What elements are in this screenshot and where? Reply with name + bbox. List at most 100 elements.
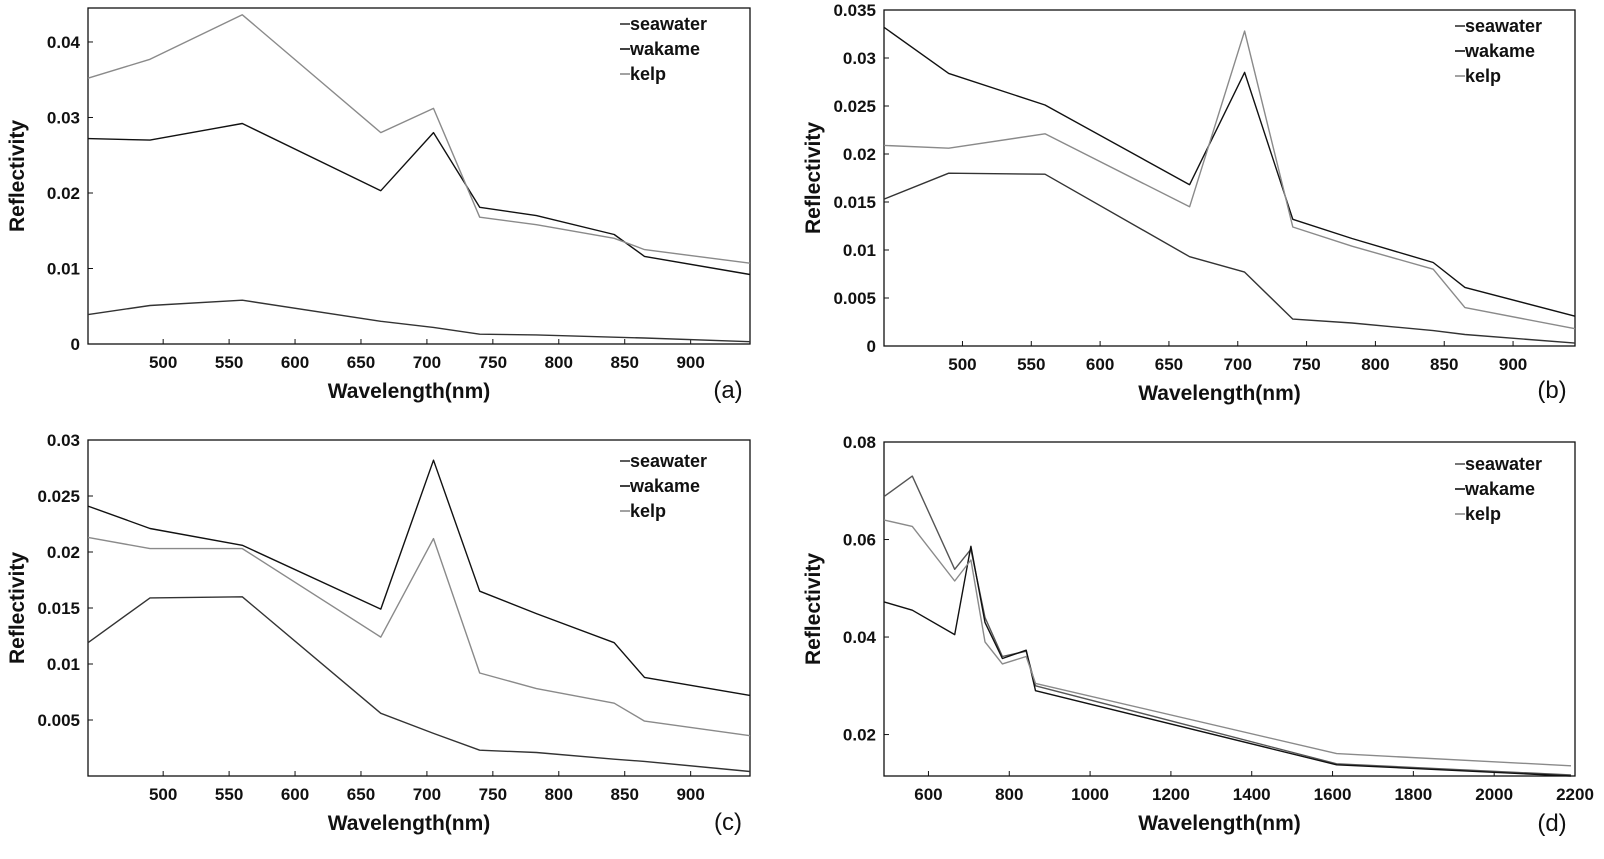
y-axis-label: Reflectivity	[6, 552, 29, 664]
y-tick-label: 0.02	[47, 184, 80, 203]
x-tick-label: 700	[413, 785, 441, 804]
y-axis-label: Reflectivity	[802, 122, 825, 234]
x-tick-label: 600	[914, 785, 942, 804]
plot-frame	[883, 441, 1576, 777]
series-line-wakame	[883, 545, 1572, 777]
series-line-kelp	[87, 536, 751, 737]
series-line-seawater	[87, 299, 751, 343]
y-tick-label: 0.04	[47, 33, 81, 52]
chart-panel-2: 500 550 600 650 700 750 800 850 900 0 0.005 0.01 0.0…	[802, 1, 1576, 405]
x-tick-label: 1400	[1233, 785, 1271, 804]
x-tick-label: 500	[948, 355, 976, 374]
x-tick-label: 800	[1361, 355, 1389, 374]
y-tick-label: 0	[71, 335, 80, 354]
y-tick-label: 0.03	[47, 108, 80, 127]
x-axis-label: Wavelength(nm)	[1138, 382, 1301, 405]
x-tick-label: 550	[215, 353, 243, 372]
y-tick-label: 0.02	[843, 726, 876, 745]
x-tick-label: 550	[1017, 355, 1045, 374]
y-tick-label: 0.08	[843, 433, 876, 452]
x-tick-label: 550	[215, 785, 243, 804]
series-line-seawater	[883, 475, 1572, 776]
legend-label-kelp: kelp	[1465, 66, 1501, 86]
x-tick-label: 650	[1155, 355, 1183, 374]
y-tick-label: 0.015	[833, 193, 876, 212]
x-tick-label: 500	[149, 785, 177, 804]
x-tick-label: 1200	[1152, 785, 1190, 804]
x-tick-label: 600	[1086, 355, 1114, 374]
x-tick-label: 750	[479, 353, 507, 372]
x-tick-label: 750	[479, 785, 507, 804]
legend-label-wakame: wakame	[629, 476, 700, 496]
y-tick-label: 0.02	[843, 145, 876, 164]
series-line-kelp	[87, 14, 751, 264]
y-tick-label: 0.025	[37, 487, 80, 506]
series-line-seawater	[883, 172, 1576, 344]
y-tick-label: 0.01	[843, 241, 876, 260]
y-tick-label: 0.025	[833, 97, 876, 116]
legend-label-seawater: seawater	[1465, 16, 1542, 36]
x-tick-label: 600	[281, 353, 309, 372]
x-tick-label: 2200	[1556, 785, 1594, 804]
legend-label-seawater: seawater	[630, 14, 707, 34]
x-tick-label: 700	[1224, 355, 1252, 374]
x-tick-label: 850	[1430, 355, 1458, 374]
x-axis-label: Wavelength(nm)	[328, 812, 491, 835]
chart-panel-4: 600 800 1000 1200 1400 1600 1800 2000 2200 0.02 0.…	[802, 433, 1594, 837]
chart-panel-3: 500 550 600 650 700 750 800 850 900 0.005 0.01 0.01…	[6, 431, 751, 836]
series-line-kelp	[883, 519, 1572, 767]
series-line-kelp	[883, 30, 1576, 330]
y-axis-label: Reflectivity	[802, 553, 825, 665]
y-tick-label: 0.04	[843, 628, 877, 647]
x-tick-label: 650	[347, 785, 375, 804]
y-axis-label: Reflectivity	[6, 120, 29, 232]
panel-label: (c)	[714, 809, 742, 836]
x-axis-label: Wavelength(nm)	[1138, 812, 1301, 835]
legend-label-seawater: seawater	[630, 451, 707, 471]
chart-panel-1: 500 550 600 650 700 750 800 850 900 0 0.01 0.02 0.03…	[6, 7, 751, 404]
y-tick-label: 0.03	[47, 431, 80, 450]
legend-label-seawater: seawater	[1465, 454, 1542, 474]
y-tick-label: 0.005	[833, 289, 876, 308]
x-tick-label: 1000	[1071, 785, 1109, 804]
panel-label: (a)	[713, 377, 742, 404]
legend-label-wakame: wakame	[1464, 41, 1535, 61]
series-line-wakame	[87, 459, 751, 697]
x-tick-label: 1800	[1394, 785, 1432, 804]
legend-label-kelp: kelp	[630, 64, 666, 84]
legend-label-wakame: wakame	[629, 39, 700, 59]
plot-frame	[883, 9, 1576, 347]
y-tick-label: 0.03	[843, 49, 876, 68]
x-tick-label: 800	[545, 353, 573, 372]
x-tick-label: 1600	[1314, 785, 1352, 804]
y-tick-label: 0.035	[833, 1, 876, 20]
x-tick-label: 750	[1292, 355, 1320, 374]
y-tick-label: 0.015	[37, 599, 80, 618]
x-tick-label: 900	[676, 785, 704, 804]
y-tick-label: 0.01	[47, 655, 80, 674]
x-tick-label: 2000	[1475, 785, 1513, 804]
series-line-wakame	[87, 122, 751, 276]
series-line-seawater	[87, 596, 751, 773]
panel-label: (d)	[1537, 810, 1566, 837]
y-tick-label: 0.02	[47, 543, 80, 562]
legend-label-kelp: kelp	[1465, 504, 1501, 524]
y-tick-label: 0	[867, 337, 876, 356]
x-tick-label: 500	[149, 353, 177, 372]
y-tick-label: 0.06	[843, 531, 876, 550]
x-axis-label: Wavelength(nm)	[328, 380, 491, 403]
x-tick-label: 850	[611, 785, 639, 804]
y-tick-label: 0.01	[47, 259, 80, 278]
x-tick-label: 900	[676, 353, 704, 372]
x-tick-label: 650	[347, 353, 375, 372]
x-tick-label: 900	[1499, 355, 1527, 374]
y-tick-label: 0.005	[37, 711, 80, 730]
x-tick-label: 800	[995, 785, 1023, 804]
series-line-wakame	[883, 26, 1576, 317]
legend-label-kelp: kelp	[630, 501, 666, 521]
x-tick-label: 700	[413, 353, 441, 372]
plot-frame	[87, 7, 751, 345]
legend-label-wakame: wakame	[1464, 479, 1535, 499]
x-tick-label: 600	[281, 785, 309, 804]
